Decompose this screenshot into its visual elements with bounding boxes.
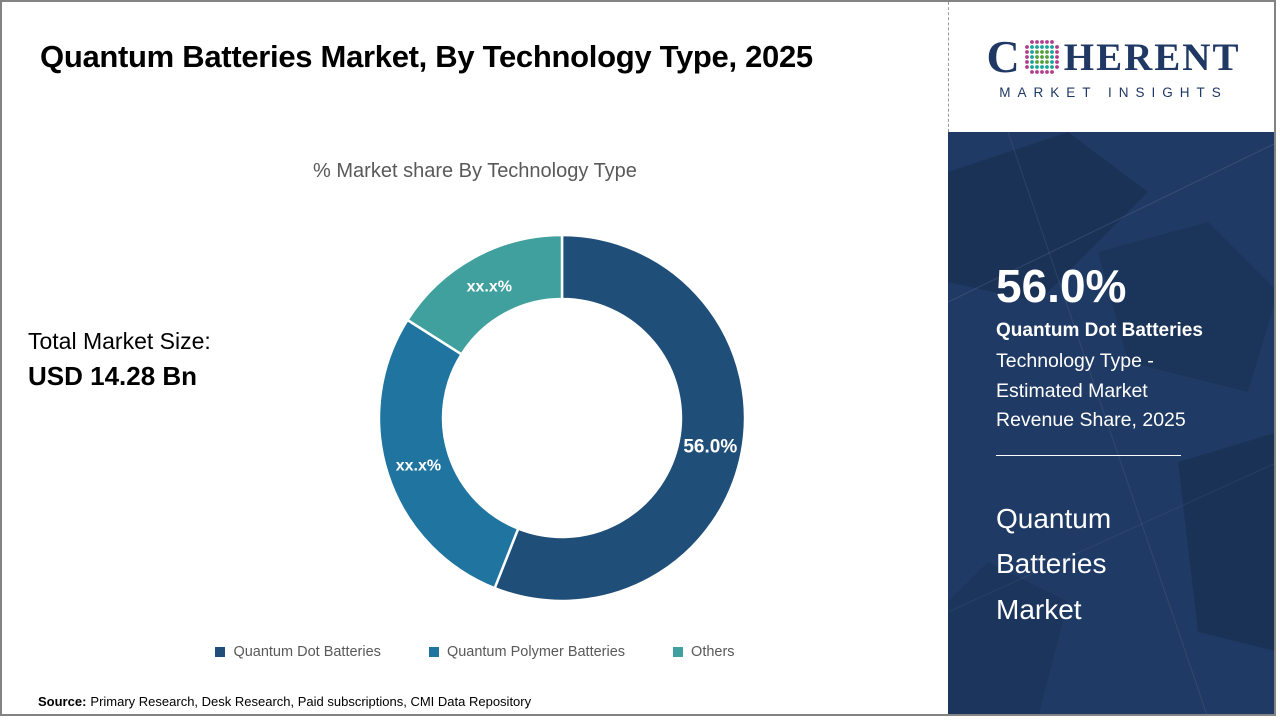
stat-segment-name: Quantum Dot Batteries bbox=[996, 320, 1203, 342]
total-market-size-value: USD 14.28 Bn bbox=[28, 361, 198, 391]
legend-item-quantum-dot: Quantum Dot Batteries bbox=[215, 644, 381, 660]
total-market-size: Total Market Size: USD 14.28 Bn bbox=[28, 328, 211, 392]
total-market-size-label: Total Market Size: bbox=[28, 328, 211, 354]
chart-subtitle: % Market share By Technology Type bbox=[313, 160, 637, 182]
world-map-texture bbox=[948, 132, 1274, 714]
legend-item-others: Others bbox=[673, 644, 735, 660]
source-label: Source: bbox=[38, 694, 87, 709]
stat-description: Technology Type - Estimated Market Reven… bbox=[996, 350, 1186, 431]
panel-divider bbox=[996, 455, 1181, 457]
legend-label: Quantum Polymer Batteries bbox=[446, 644, 626, 660]
panel-content: 56.0% Quantum Dot Batteries Technology T… bbox=[948, 132, 1274, 632]
logo-area: C HERENT MARKET INSIGHTS bbox=[948, 2, 1274, 132]
slice-label-1: xx.x% bbox=[396, 458, 441, 475]
donut-slice-1 bbox=[377, 318, 520, 590]
donut-chart: 56.0% xx.x% xx.x% bbox=[377, 233, 747, 603]
report-market-name: Quantum Batteries Market bbox=[996, 503, 1112, 625]
legend-item-quantum-polymer: Quantum Polymer Batteries bbox=[428, 644, 626, 660]
slice-label-2: xx.x% bbox=[467, 279, 512, 296]
legend-marker-others-icon bbox=[673, 647, 684, 657]
slice-label-0: 56.0% bbox=[683, 436, 737, 457]
highlight-panel: 56.0% Quantum Dot Batteries Technology T… bbox=[948, 132, 1274, 714]
logo-word-rest: HERENT bbox=[1063, 35, 1241, 79]
source-text: Primary Research, Desk Research, Paid su… bbox=[90, 694, 532, 709]
stat-value: 56.0% bbox=[996, 260, 1127, 312]
donut-slice-0 bbox=[493, 233, 747, 603]
legend-label: Quantum Dot Batteries bbox=[233, 644, 381, 660]
coherent-logo: C HERENT bbox=[987, 34, 1241, 80]
page-title: Quantum Batteries Market, By Technology … bbox=[40, 39, 813, 74]
logo-letter-c: C bbox=[986, 31, 1020, 82]
donut-slice-2 bbox=[405, 233, 564, 356]
legend-label: Others bbox=[691, 644, 735, 660]
logo-subtitle: MARKET INSIGHTS bbox=[999, 85, 1228, 100]
dotted-globe-icon bbox=[1024, 40, 1059, 74]
legend-marker-quantum-dot-icon bbox=[215, 647, 226, 657]
source-line: Source: Primary Research, Desk Research, … bbox=[38, 694, 531, 709]
donut-chart-container: 56.0% xx.x% xx.x% bbox=[372, 228, 752, 608]
chart-legend: Quantum Dot Batteries Quantum Polymer Ba… bbox=[2, 644, 948, 660]
legend-marker-quantum-polymer-icon bbox=[428, 647, 439, 657]
